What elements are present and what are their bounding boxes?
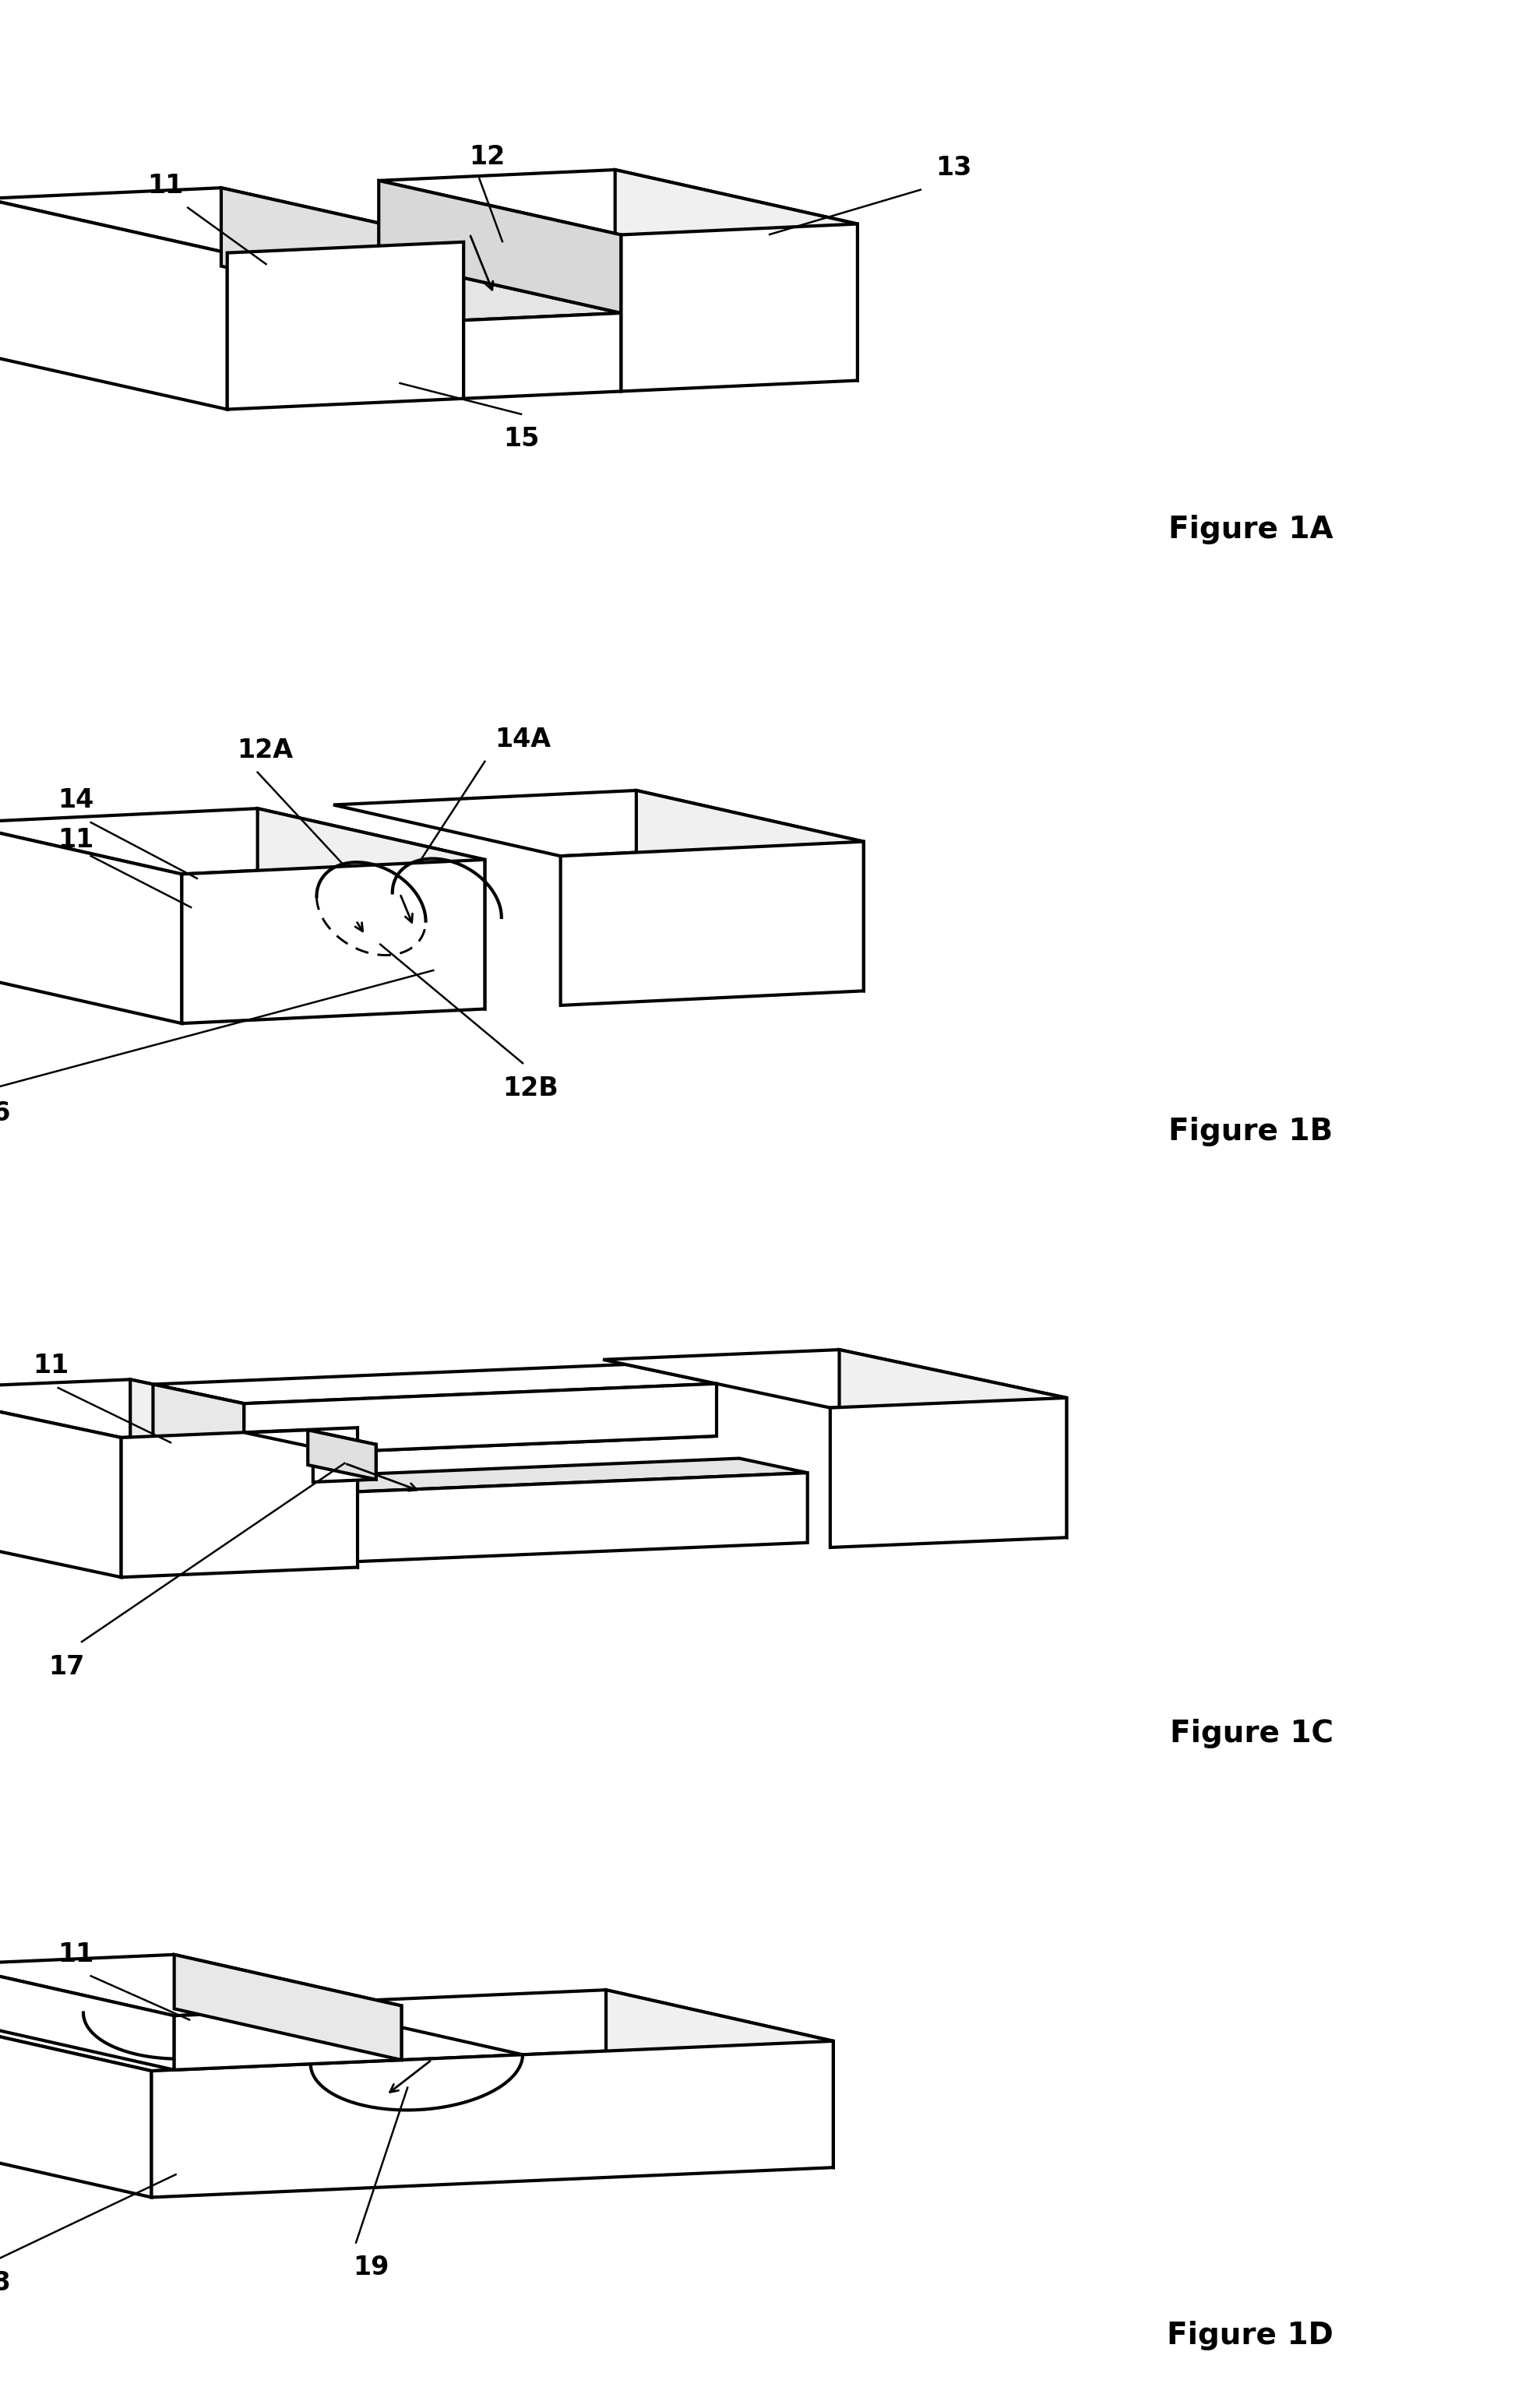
Text: 13: 13 <box>936 154 971 181</box>
Polygon shape <box>621 224 857 390</box>
Text: Figure 1A: Figure 1A <box>1168 515 1333 544</box>
Text: 11: 11 <box>33 1353 68 1380</box>
Polygon shape <box>615 169 857 380</box>
Polygon shape <box>0 1989 833 2071</box>
Polygon shape <box>464 313 621 397</box>
Polygon shape <box>221 258 621 320</box>
Polygon shape <box>174 2006 401 2071</box>
Text: Figure 1C: Figure 1C <box>1170 1719 1333 1748</box>
Polygon shape <box>314 1445 376 1481</box>
Text: 11: 11 <box>147 173 183 200</box>
Polygon shape <box>308 1430 376 1479</box>
Polygon shape <box>153 1365 717 1404</box>
Text: 16: 16 <box>0 1100 11 1127</box>
Polygon shape <box>606 1989 833 2167</box>
Polygon shape <box>0 824 182 1023</box>
Text: 12A: 12A <box>236 737 294 763</box>
Polygon shape <box>0 1380 358 1438</box>
Polygon shape <box>267 1479 335 1563</box>
Text: 19: 19 <box>353 2254 389 2280</box>
Polygon shape <box>258 809 485 1009</box>
Polygon shape <box>0 1389 121 1577</box>
Polygon shape <box>839 1348 1067 1536</box>
Polygon shape <box>0 809 485 874</box>
Polygon shape <box>174 1955 401 2059</box>
Polygon shape <box>636 790 864 992</box>
Polygon shape <box>121 1428 358 1577</box>
Polygon shape <box>561 840 864 1004</box>
Polygon shape <box>830 1397 1067 1548</box>
Polygon shape <box>379 169 857 234</box>
Polygon shape <box>267 1459 807 1493</box>
Text: 14: 14 <box>58 787 94 814</box>
Text: 11: 11 <box>58 1941 94 1967</box>
Text: 11: 11 <box>58 828 94 852</box>
Text: 12: 12 <box>470 144 504 169</box>
Polygon shape <box>333 790 864 855</box>
Text: 17: 17 <box>48 1654 85 1678</box>
Text: 15: 15 <box>503 426 539 453</box>
Polygon shape <box>335 1474 807 1563</box>
Polygon shape <box>182 860 485 1023</box>
Polygon shape <box>130 1380 358 1568</box>
Text: 18: 18 <box>0 2271 11 2295</box>
Polygon shape <box>0 197 227 409</box>
Polygon shape <box>245 1430 376 1447</box>
Polygon shape <box>0 2020 152 2196</box>
Polygon shape <box>379 181 621 313</box>
Polygon shape <box>0 1965 174 2071</box>
Polygon shape <box>152 2042 833 2196</box>
Text: 12B: 12B <box>503 1074 558 1100</box>
Polygon shape <box>227 241 464 409</box>
Polygon shape <box>0 1955 401 2015</box>
Text: Figure 1D: Figure 1D <box>1167 2321 1333 2350</box>
Text: Figure 1B: Figure 1B <box>1168 1117 1333 1146</box>
Polygon shape <box>153 1385 244 1457</box>
Polygon shape <box>0 188 464 253</box>
Polygon shape <box>244 1385 717 1457</box>
Text: 14A: 14A <box>494 727 551 751</box>
Polygon shape <box>221 188 464 320</box>
Polygon shape <box>603 1348 1067 1409</box>
